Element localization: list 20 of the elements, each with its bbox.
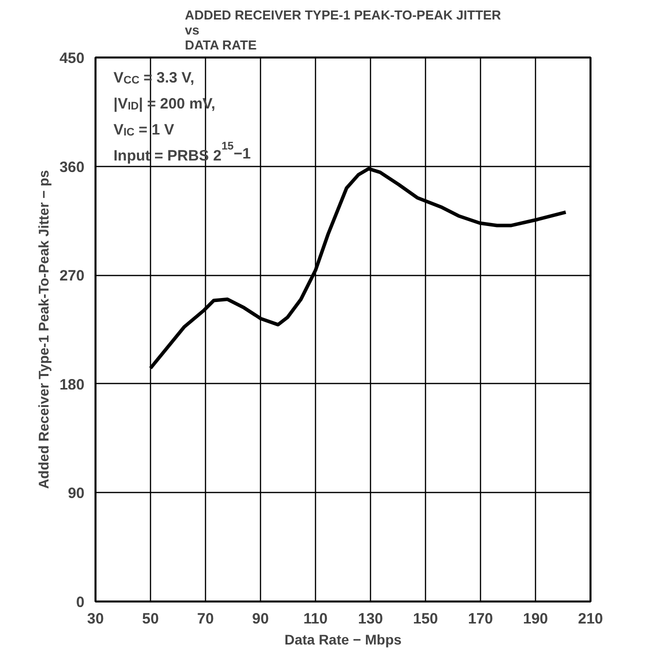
- chart-title: ADDED RECEIVER TYPE-1 PEAK-TO-PEAK JITTER vs DATA RATE: [184, 8, 502, 52]
- annotation: VIC = 1 V: [114, 122, 174, 138]
- x-tick-label: 50: [142, 610, 159, 628]
- x-tick-label: 70: [197, 610, 214, 628]
- x-tick-label: 30: [87, 610, 104, 628]
- x-tick-label: 130: [358, 610, 384, 628]
- y-tick-label: 180: [59, 376, 85, 394]
- x-tick-label: 170: [468, 610, 494, 628]
- x-tick-label: 110: [303, 610, 328, 628]
- y-tick-label: 0: [76, 594, 84, 611]
- y-tick-label: 90: [68, 485, 85, 502]
- y-axis-title: Added Receiver Type-1 Peak-To-Peak Jitter − ps: [35, 170, 52, 489]
- x-tick-label: 150: [412, 610, 438, 628]
- y-tick-label: 450: [59, 50, 85, 67]
- x-tick-label: 190: [522, 610, 548, 628]
- x-tick-label: 210: [578, 610, 604, 628]
- y-tick-label: 360: [59, 158, 85, 176]
- x-axis-title: Data Rate − Mbps: [284, 632, 402, 648]
- y-tick-label: 270: [59, 268, 85, 285]
- x-tick-label: 90: [252, 610, 269, 628]
